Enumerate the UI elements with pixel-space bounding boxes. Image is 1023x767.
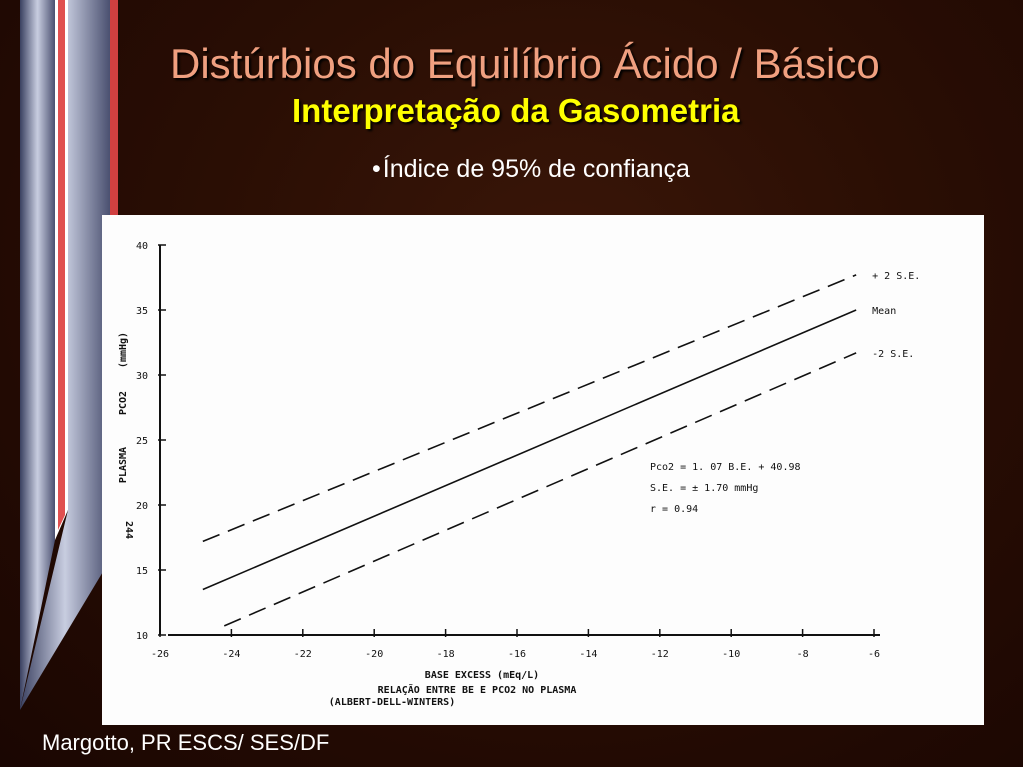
chart: 10 15 20 25 30 35 40 -26 -24 -22 -20 -18 -16 -14 -12 -1… — [118, 241, 920, 708]
x-tick-label: -26 — [151, 649, 169, 660]
y-tick-label: 20 — [136, 501, 148, 512]
y-axis-label: PLASMA — [118, 447, 129, 483]
annotation-line: r = 0.94 — [650, 504, 698, 515]
y-tick-label: 40 — [136, 241, 148, 252]
footer-credit: Margotto, PR ESCS/ SES/DF — [42, 730, 330, 755]
x-tick-label: -16 — [508, 649, 526, 660]
series-label: Mean — [872, 306, 896, 317]
x-tick-label: -22 — [294, 649, 312, 660]
x-tick-label: -18 — [437, 649, 455, 660]
series-line-1 — [202, 309, 857, 591]
slide-subtitle: Interpretação da Gasometria — [292, 92, 740, 129]
x-axis-label: BASE EXCESS (mEq/L) — [425, 670, 539, 681]
x-tick-label: -10 — [722, 649, 740, 660]
annotation-line: S.E. = ± 1.70 mmHg — [650, 483, 758, 494]
annotation-line: Pco2 = 1. 07 B.E. + 40.98 — [650, 462, 801, 473]
bullet-item: •Índice de 95% de confiança — [372, 155, 690, 184]
slide-title: Distúrbios do Equilíbrio Ácido / Básico — [170, 40, 880, 87]
series-line-2 — [223, 352, 857, 627]
x-tick-label: -20 — [365, 649, 383, 660]
chart-panel: 10 15 20 25 30 35 40 -26 -24 -22 -20 -18 -16 -14 -12 -1… — [102, 215, 984, 725]
caption-line: (ALBERT-DELL-WINTERS) — [329, 697, 455, 708]
bullet-text: Índice de 95% de confiança — [382, 155, 690, 183]
series-label: + 2 S.E. — [872, 271, 920, 282]
series-label: -2 S.E. — [872, 349, 914, 360]
y-axis-label: (mmHg) — [118, 332, 129, 368]
caption-line: RELAÇÃO ENTRE BE E PCO2 NO PLASMA — [378, 683, 577, 696]
y-tick-label: 25 — [136, 436, 148, 447]
series-line-0 — [202, 274, 857, 543]
x-tick-label: -6 — [868, 649, 880, 660]
x-tick-label: -12 — [651, 649, 669, 660]
y-tick-label: 30 — [136, 371, 148, 382]
figure-number: 244 — [123, 521, 134, 539]
decorative-stripes — [20, 0, 118, 710]
y-tick-label: 15 — [136, 566, 148, 577]
y-tick-label: 10 — [136, 631, 148, 642]
x-tick-label: -24 — [222, 649, 240, 660]
x-tick-label: -8 — [797, 649, 809, 660]
x-tick-label: -14 — [579, 649, 597, 660]
y-tick-label: 35 — [136, 306, 148, 317]
y-axis-label: PCO2 — [118, 391, 129, 415]
bullet-mark: • — [372, 155, 381, 183]
